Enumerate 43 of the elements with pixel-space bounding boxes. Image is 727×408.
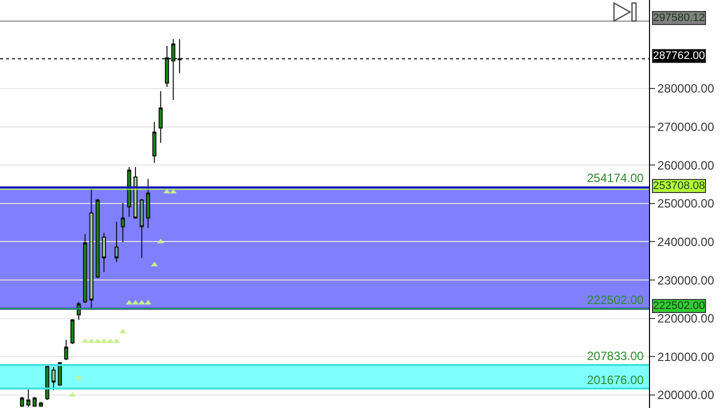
ref-line-label: 222502.00 bbox=[653, 300, 705, 312]
candlestick bbox=[171, 38, 176, 100]
point bbox=[164, 188, 170, 194]
candlestick bbox=[120, 202, 125, 243]
ref-line-label: 207833.00 bbox=[587, 349, 644, 363]
ref-line-label: 254174.00 bbox=[587, 171, 644, 185]
candlestick bbox=[38, 401, 43, 408]
candlestick bbox=[26, 388, 30, 408]
y-tick-label: 230000.00 bbox=[657, 273, 714, 288]
point bbox=[69, 392, 76, 396]
candlestick bbox=[140, 198, 144, 258]
y-tick-label: 210000.00 bbox=[657, 350, 714, 364]
y-tick-label: 240000.00 bbox=[657, 234, 714, 249]
ref-line-label: 297580.12 bbox=[653, 12, 705, 24]
candlestick bbox=[96, 198, 100, 279]
candlestick bbox=[114, 221, 119, 263]
candlestick bbox=[83, 234, 88, 304]
candlestick bbox=[127, 166, 132, 218]
y-tick-label: 270000.00 bbox=[657, 120, 714, 134]
y-tick-label: 280000.00 bbox=[657, 82, 714, 96]
candlestick bbox=[102, 232, 106, 272]
candlestick bbox=[178, 38, 182, 74]
candlestick bbox=[64, 339, 68, 361]
y-tick-label: 200000.00 bbox=[657, 388, 714, 402]
ref-line-label: 201676.00 bbox=[587, 373, 644, 387]
candlestick bbox=[158, 90, 163, 144]
candlestick bbox=[146, 178, 150, 228]
ref-line-label: 287762.00 bbox=[653, 50, 705, 62]
candlestick bbox=[20, 396, 24, 408]
y-tick-label: 250000.00 bbox=[657, 196, 714, 211]
candlestick bbox=[45, 364, 50, 400]
candlestick bbox=[52, 366, 56, 390]
candlestick bbox=[70, 318, 74, 345]
point bbox=[100, 338, 108, 343]
candlestick bbox=[32, 396, 37, 408]
ref-line-label: 253708.08 bbox=[653, 180, 705, 192]
y-tick-label: 220000.00 bbox=[657, 312, 714, 326]
y-tick-label: 260000.00 bbox=[657, 158, 714, 172]
candlestick bbox=[133, 166, 138, 220]
candlestick bbox=[152, 121, 156, 164]
candlestick bbox=[164, 45, 170, 88]
point bbox=[132, 300, 139, 305]
ref-line-label: 222502.00 bbox=[587, 293, 644, 307]
